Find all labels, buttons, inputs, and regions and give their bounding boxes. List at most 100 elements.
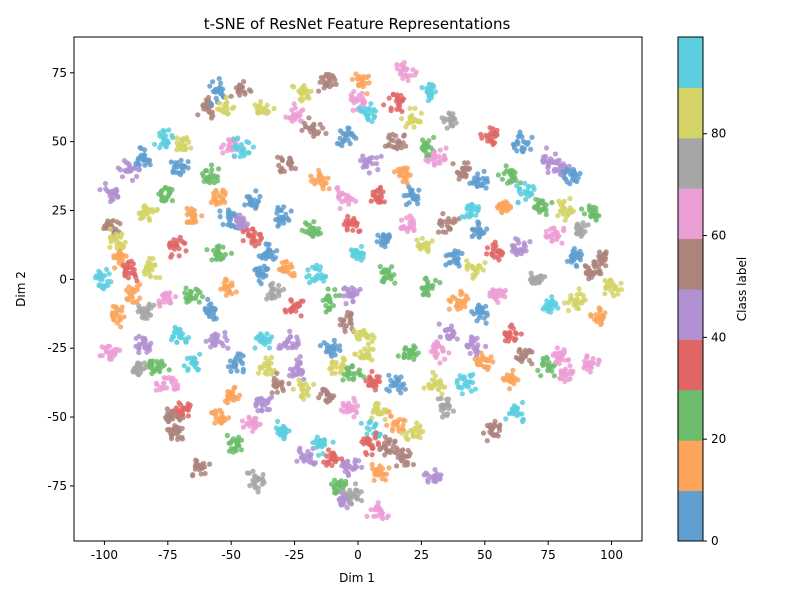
scatter-point (338, 478, 344, 484)
scatter-point (278, 427, 285, 433)
scatter-point (346, 201, 352, 207)
scatter-point (373, 430, 379, 436)
scatter-point (480, 267, 486, 273)
scatter-point (428, 95, 434, 101)
scatter-point (586, 203, 592, 209)
scatter-point (416, 118, 423, 124)
scatter-point (480, 353, 486, 359)
scatter-point (118, 234, 124, 240)
scatter-point (344, 224, 350, 230)
scatter-point (130, 287, 136, 293)
scatter-point (374, 239, 380, 245)
scatter-point (464, 263, 470, 269)
scatter-point (557, 375, 563, 381)
scatter-point (459, 385, 465, 391)
scatter-point (342, 135, 348, 141)
scatter-point (193, 286, 199, 292)
scatter-point (593, 312, 599, 318)
scatter-point (289, 83, 296, 89)
scatter-point (412, 116, 418, 122)
scatter-point (333, 293, 339, 299)
scatter-point (181, 363, 187, 369)
scatter-point (336, 196, 342, 202)
scatter-point (316, 88, 322, 94)
y-tick-label: 25 (52, 204, 67, 218)
scatter-point (590, 356, 596, 362)
scatter-point (257, 231, 263, 237)
scatter-point (228, 368, 234, 374)
scatter-point (597, 261, 604, 267)
scatter-point (347, 141, 353, 147)
scatter-point (259, 333, 265, 339)
scatter-point (372, 507, 378, 513)
scatter-point (395, 386, 401, 393)
scatter-point (359, 498, 365, 504)
scatter-point (350, 107, 356, 113)
scatter-point (369, 442, 375, 449)
scatter-point (304, 221, 310, 227)
scatter-point (467, 350, 473, 356)
scatter-point (183, 339, 189, 345)
scatter-point (465, 384, 471, 390)
scatter-point (119, 304, 125, 310)
scatter-point (251, 234, 257, 240)
scatter-point (453, 120, 459, 126)
scatter-point (256, 370, 262, 376)
scatter-point (218, 145, 224, 151)
scatter-point (130, 261, 136, 267)
scatter-point (353, 71, 359, 77)
scatter-point (241, 79, 247, 85)
scatter-point (554, 230, 560, 236)
scatter-point (418, 110, 424, 116)
scatter-point (260, 477, 266, 483)
scatter-point (336, 141, 342, 147)
scatter-point (407, 450, 413, 456)
scatter-point (307, 125, 313, 131)
y-tick-label: -25 (47, 341, 67, 355)
scatter-point (496, 257, 502, 263)
scatter-point (279, 260, 285, 266)
scatter-point (274, 370, 280, 376)
scatter-point (324, 462, 330, 468)
scatter-point (483, 185, 489, 191)
scatter-point (611, 282, 617, 288)
scatter-point (177, 409, 183, 415)
scatter-point (310, 233, 316, 239)
scatter-point (176, 400, 182, 406)
scatter-point (615, 291, 621, 297)
scatter-point (351, 328, 357, 334)
scatter-point (126, 284, 132, 290)
scatter-point (574, 231, 580, 237)
scatter-point (157, 275, 163, 281)
scatter-point (231, 104, 237, 110)
scatter-point (512, 337, 518, 343)
scatter-point (128, 270, 134, 276)
scatter-point (424, 284, 431, 290)
scatter-point (274, 378, 280, 384)
scatter-point (513, 331, 519, 337)
scatter-point (437, 334, 443, 340)
scatter-point (359, 77, 365, 83)
scatter-point (310, 460, 316, 466)
scatter-point (113, 237, 119, 243)
scatter-point (502, 206, 508, 212)
scatter-point (291, 101, 297, 107)
scatter-point (147, 274, 154, 280)
y-tick-label: 0 (59, 272, 67, 286)
scatter-point (491, 432, 497, 439)
scatter-point (294, 341, 300, 347)
scatter-point (163, 375, 169, 381)
scatter-point (265, 242, 271, 248)
scatter-point (271, 105, 277, 112)
scatter-point (239, 360, 246, 367)
scatter-point (176, 170, 182, 176)
scatter-point (101, 283, 107, 289)
x-tick-label: 0 (354, 548, 362, 562)
scatter-point (140, 311, 146, 317)
scatter-point (264, 331, 270, 337)
scatter-point (135, 157, 141, 163)
scatter-point (567, 371, 573, 377)
scatter-point (356, 250, 362, 256)
scatter-point (97, 282, 103, 288)
scatter-point (347, 197, 353, 203)
